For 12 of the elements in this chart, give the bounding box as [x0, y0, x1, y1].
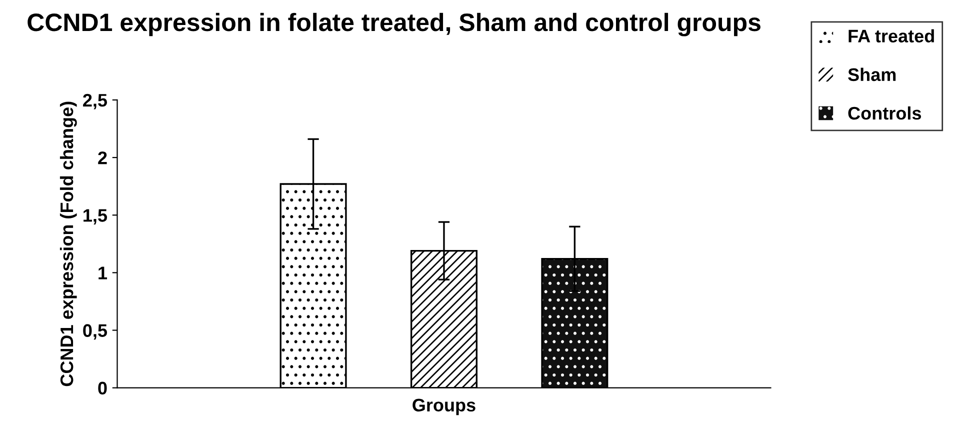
x-axis-title: Groups — [412, 398, 476, 416]
legend-label: FA treated — [848, 29, 934, 42]
y-tick-label: 1,5 — [84, 209, 108, 224]
y-axis-title: CCND1 expression (Fold change) — [60, 102, 77, 386]
chart-title: CCND1 expression in folate treated, Sham and control groups — [28, 12, 760, 36]
legend-label: Controls — [848, 106, 922, 120]
y-tick-label: 2 — [98, 151, 107, 164]
y-tick-label: 0 — [98, 382, 107, 395]
y-tick-label: 2,5 — [83, 94, 108, 110]
y-tick-label: 1 — [98, 266, 108, 280]
legend-label: Sham — [848, 68, 896, 82]
y-tick-label: 0,5 — [83, 324, 108, 340]
